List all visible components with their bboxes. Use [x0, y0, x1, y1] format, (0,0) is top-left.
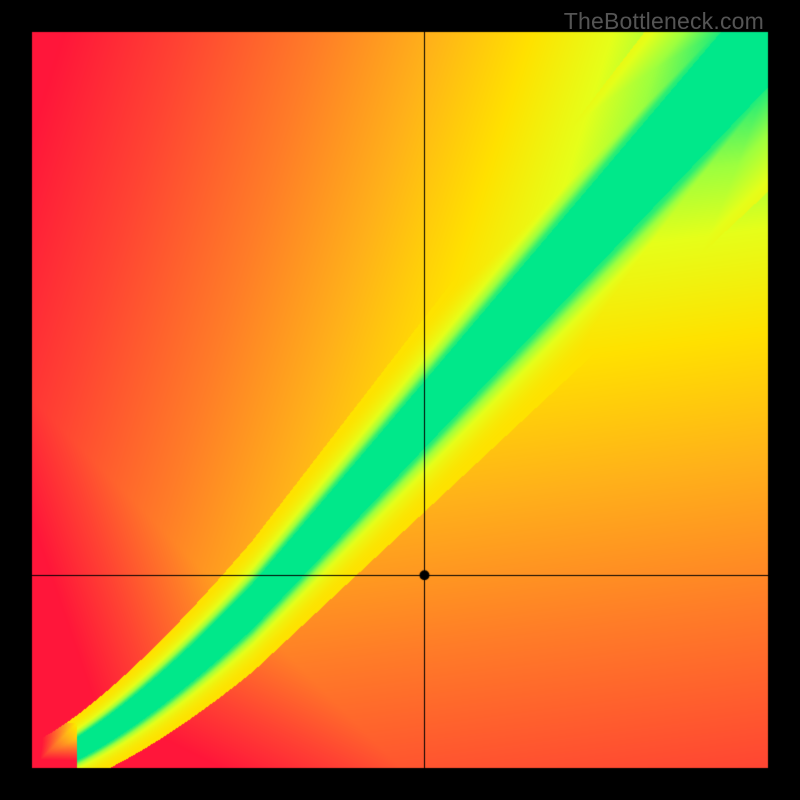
watermark: TheBottleneck.com — [564, 8, 764, 35]
bottleneck-heatmap — [0, 0, 800, 800]
